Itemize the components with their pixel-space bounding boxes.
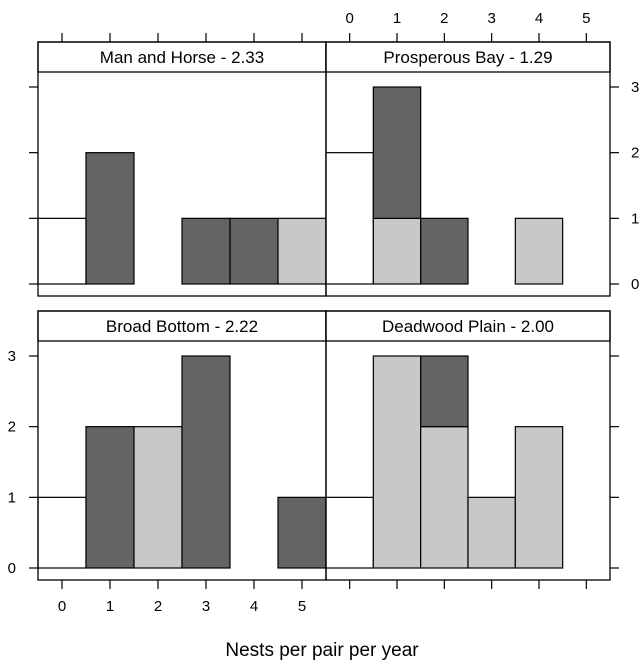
bar-segment bbox=[229, 217, 279, 285]
x-tick-label: 3 bbox=[202, 598, 210, 615]
y-tick-label: 1 bbox=[8, 489, 16, 506]
bar-segment bbox=[514, 217, 564, 285]
panel-title: Man and Horse - 2.33 bbox=[100, 48, 264, 67]
bar-segment bbox=[372, 86, 422, 219]
panel-title: Prosperous Bay - 1.29 bbox=[383, 48, 552, 67]
bar-segment bbox=[277, 217, 327, 285]
bar-segment bbox=[133, 426, 183, 569]
bar-segment bbox=[372, 217, 422, 285]
x-tick-label: 0 bbox=[58, 598, 66, 615]
y-tick-label: 2 bbox=[8, 419, 16, 436]
bar-segment bbox=[85, 152, 135, 285]
panel-strip bbox=[325, 41, 611, 73]
x-tick-label: 0 bbox=[345, 10, 353, 27]
panel-1: Prosperous Bay - 1.29 bbox=[325, 41, 611, 297]
chart-panels: Man and Horse - 2.33 Prosperous Bay - 1.2… bbox=[37, 41, 611, 581]
y-tick-label: 3 bbox=[8, 348, 16, 365]
bar-segment bbox=[325, 496, 374, 569]
bar-segment bbox=[420, 426, 469, 569]
x-tick-label: 4 bbox=[250, 598, 258, 615]
bar-segment bbox=[85, 426, 135, 569]
panel-frame bbox=[325, 310, 611, 581]
x-tick-label: 2 bbox=[440, 10, 448, 27]
bar-segment bbox=[467, 496, 516, 569]
bar-segment bbox=[37, 217, 87, 285]
panel-0: Man and Horse - 2.33 bbox=[37, 41, 327, 297]
panel-title: Broad Bottom - 2.22 bbox=[106, 317, 258, 336]
panel-strip bbox=[37, 310, 327, 342]
chart-axes: 0 1 2 3 4 5 0 1 2 3 0 1 2 3 4 5 0 1 2 3 bbox=[8, 10, 640, 615]
y-tick-label: 0 bbox=[8, 560, 16, 577]
x-tick-label: 1 bbox=[106, 598, 114, 615]
panel-title: Deadwood Plain - 2.00 bbox=[382, 317, 554, 336]
bar-segment bbox=[372, 355, 422, 569]
bar-segment bbox=[420, 217, 469, 285]
bar-segment bbox=[420, 355, 469, 428]
y-tick-label: 1 bbox=[631, 210, 639, 227]
x-tick-label: 3 bbox=[487, 10, 495, 27]
x-tick-label: 1 bbox=[393, 10, 401, 27]
panel-3: Deadwood Plain - 2.00 bbox=[325, 310, 611, 581]
x-tick-label: 5 bbox=[298, 598, 306, 615]
bar-segment bbox=[325, 152, 374, 285]
bar-segment bbox=[181, 355, 231, 569]
y-tick-label: 0 bbox=[631, 276, 639, 293]
panel-frame bbox=[325, 41, 611, 297]
x-tick-label: 4 bbox=[535, 10, 543, 27]
x-tick-label: 5 bbox=[582, 10, 590, 27]
y-tick-label: 2 bbox=[631, 145, 639, 162]
bar-segment bbox=[277, 496, 327, 569]
x-tick-label: 2 bbox=[154, 598, 162, 615]
bar-segment bbox=[181, 217, 231, 285]
bar-segment bbox=[37, 496, 87, 569]
panel-strip bbox=[37, 41, 327, 73]
y-tick-label: 3 bbox=[631, 79, 639, 96]
panel-2: Broad Bottom - 2.22 bbox=[37, 310, 327, 581]
x-axis-title: Nests per pair per year bbox=[225, 640, 419, 661]
bar-segment bbox=[514, 426, 564, 569]
